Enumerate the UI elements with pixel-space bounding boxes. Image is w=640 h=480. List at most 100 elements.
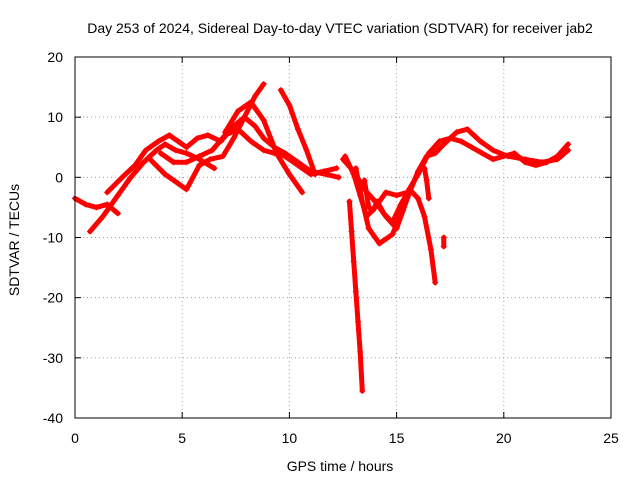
data-point — [153, 147, 160, 154]
data-point — [147, 156, 154, 163]
data-point — [423, 177, 430, 184]
data-point — [132, 162, 139, 169]
data-point — [554, 153, 561, 160]
data-point — [114, 210, 121, 217]
data-point — [415, 195, 422, 202]
data-point — [162, 141, 169, 148]
data-point — [346, 198, 353, 205]
data-point — [350, 258, 357, 265]
data-point — [247, 99, 254, 106]
data-point — [393, 192, 400, 199]
data-point — [157, 150, 164, 157]
data-point — [425, 195, 432, 202]
data-point — [389, 231, 396, 238]
data-point — [361, 177, 368, 184]
data-point — [432, 279, 439, 286]
data-point — [282, 153, 289, 160]
data-point — [490, 156, 497, 163]
data-point — [348, 228, 355, 235]
data-point — [432, 150, 439, 157]
data-point — [397, 201, 404, 208]
data-point — [219, 153, 226, 160]
data-point — [155, 138, 162, 145]
data-point — [357, 348, 364, 355]
series-arc-l — [361, 177, 439, 286]
data-point — [457, 138, 464, 145]
grid-lines — [75, 57, 611, 418]
series-arc-d — [147, 81, 267, 193]
data-point — [114, 192, 121, 199]
data-point — [479, 150, 486, 157]
data-point — [194, 135, 201, 142]
data-point — [464, 126, 471, 133]
data-point — [174, 180, 181, 187]
data-point — [252, 93, 259, 100]
data-point — [104, 189, 111, 196]
data-point — [370, 207, 377, 214]
data-point — [425, 150, 432, 157]
data-point — [312, 171, 319, 178]
data-point — [374, 198, 381, 205]
data-point — [252, 123, 259, 130]
series-arc-b — [87, 141, 218, 235]
data-point — [87, 228, 94, 235]
axis-ticks: 0 5 10 15 20 25 -40 -30 -20 -10 0 10 20 — [43, 49, 619, 446]
data-point — [440, 243, 447, 250]
data-point — [260, 117, 267, 124]
data-point — [400, 207, 407, 214]
y-tick-label: -10 — [43, 230, 63, 246]
data-point — [277, 87, 284, 94]
data-point — [207, 156, 214, 163]
data-point — [183, 150, 190, 157]
data-point — [490, 147, 497, 154]
data-point — [140, 159, 147, 166]
data-point — [166, 132, 173, 139]
data-point — [119, 174, 126, 181]
y-tick-label: 0 — [55, 169, 63, 185]
data-point — [260, 147, 267, 154]
x-tick-label: 10 — [282, 430, 298, 446]
data-point — [127, 174, 134, 181]
data-point — [333, 165, 340, 172]
data-point — [440, 234, 447, 241]
data-point — [222, 129, 229, 136]
data-point — [172, 147, 179, 154]
y-tick-label: -20 — [43, 290, 63, 306]
data-point — [234, 126, 241, 133]
data-point — [477, 138, 484, 145]
data-point — [500, 153, 507, 160]
series-trace — [421, 165, 432, 201]
data-point — [421, 213, 428, 220]
x-tick-label: 15 — [389, 430, 405, 446]
data-point — [260, 135, 267, 142]
y-axis-title: SDTVAR / TECUs — [6, 184, 22, 296]
data-point — [468, 144, 475, 151]
x-tick-label: 5 — [178, 430, 186, 446]
data-point — [204, 132, 211, 139]
data-point — [170, 159, 177, 166]
series-arc-f — [222, 99, 306, 196]
data-point — [286, 171, 293, 178]
data-point — [183, 144, 190, 151]
data-point — [421, 165, 428, 172]
y-tick-label: 20 — [47, 49, 63, 65]
data-point — [380, 210, 387, 217]
data-point — [209, 147, 216, 154]
data-point — [335, 174, 342, 181]
series-arc-j — [352, 165, 407, 247]
series-trace — [361, 177, 438, 286]
data-point — [447, 135, 454, 142]
x-tick-label: 20 — [496, 430, 512, 446]
data-point — [427, 246, 434, 253]
data-point — [196, 153, 203, 160]
y-tick-label: -40 — [43, 410, 63, 426]
data-point — [342, 153, 349, 160]
data-point — [82, 201, 89, 208]
data-point — [99, 213, 106, 220]
data-point — [299, 189, 306, 196]
data-point — [241, 114, 248, 121]
data-point — [389, 219, 396, 226]
data-point — [230, 135, 237, 142]
data-point — [565, 147, 572, 154]
data-point — [162, 171, 169, 178]
